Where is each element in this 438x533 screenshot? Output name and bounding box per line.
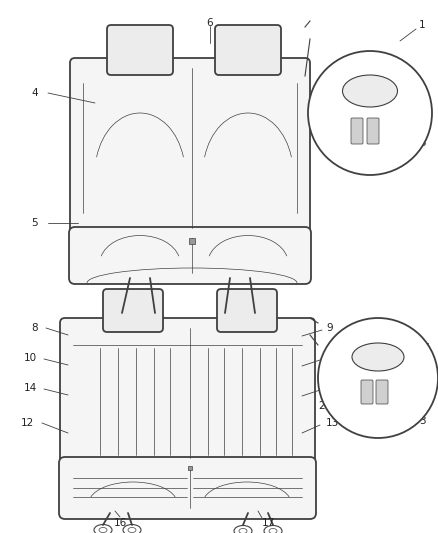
Text: 2: 2 (319, 401, 325, 411)
Circle shape (318, 318, 438, 438)
FancyBboxPatch shape (103, 289, 163, 332)
Ellipse shape (352, 343, 404, 371)
Text: 5: 5 (32, 218, 38, 228)
Text: 6: 6 (207, 18, 213, 28)
Text: 14: 14 (23, 383, 37, 393)
Polygon shape (300, 29, 308, 44)
Text: 16: 16 (113, 518, 127, 528)
Text: 15: 15 (326, 383, 339, 393)
Text: 4: 4 (32, 88, 38, 98)
Text: 3: 3 (419, 138, 425, 148)
FancyBboxPatch shape (70, 58, 310, 238)
FancyBboxPatch shape (60, 318, 315, 468)
Text: 13: 13 (325, 418, 339, 428)
Ellipse shape (343, 75, 398, 107)
Text: 17: 17 (261, 518, 275, 528)
FancyBboxPatch shape (217, 289, 277, 332)
FancyBboxPatch shape (376, 380, 388, 404)
FancyBboxPatch shape (367, 118, 379, 144)
Text: 9: 9 (327, 323, 333, 333)
Circle shape (308, 51, 432, 175)
Text: 11: 11 (325, 353, 339, 363)
FancyBboxPatch shape (351, 118, 363, 144)
Text: 10: 10 (24, 353, 36, 363)
FancyBboxPatch shape (215, 25, 281, 75)
Text: 8: 8 (32, 323, 38, 333)
FancyBboxPatch shape (69, 227, 311, 284)
Text: 7: 7 (422, 343, 428, 353)
Text: 2: 2 (321, 83, 327, 93)
Text: 3: 3 (419, 416, 425, 426)
Text: 12: 12 (21, 418, 34, 428)
FancyBboxPatch shape (107, 25, 173, 75)
FancyBboxPatch shape (361, 380, 373, 404)
Text: 1: 1 (419, 20, 425, 30)
FancyBboxPatch shape (59, 457, 316, 519)
